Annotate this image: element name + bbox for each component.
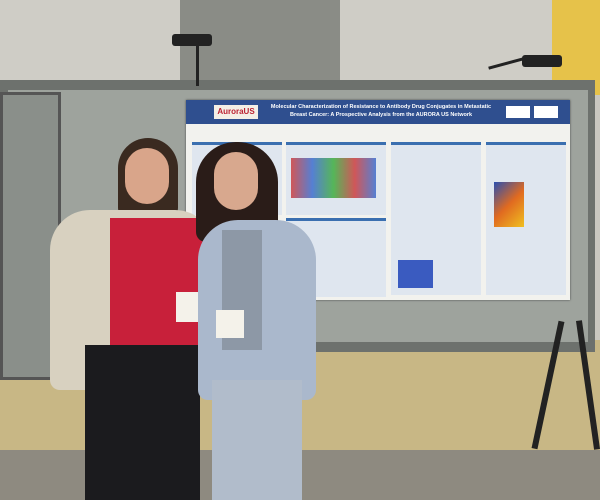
badge — [176, 292, 198, 322]
poster-title: Molecular Characterization of Resistance… — [270, 104, 492, 118]
yellow-wall — [552, 0, 600, 95]
heatmap-figure — [291, 158, 376, 198]
red-top — [110, 218, 210, 358]
aurora-logo: AuroraUS — [214, 105, 258, 119]
partner-logo — [506, 106, 530, 118]
black-pants — [85, 345, 200, 500]
board-lamp-left — [172, 34, 212, 46]
lamp-arm — [196, 46, 199, 86]
chart-figure — [494, 182, 524, 227]
badge — [216, 310, 244, 338]
heatmap-figure — [398, 260, 433, 288]
face — [214, 152, 258, 210]
face — [125, 148, 169, 204]
board-lamp-right — [522, 55, 562, 67]
partner-logo — [534, 106, 558, 118]
poster-header: AuroraUS Molecular Characterization of R… — [186, 100, 570, 124]
trousers — [212, 380, 302, 500]
